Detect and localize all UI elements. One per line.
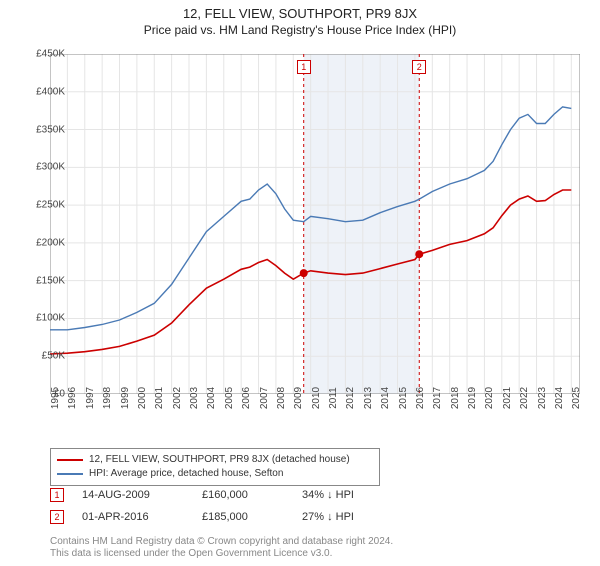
chart-subtitle: Price paid vs. HM Land Registry's House … [0, 23, 600, 37]
legend-label-property: 12, FELL VIEW, SOUTHPORT, PR9 8JX (detac… [89, 453, 350, 467]
x-tick-label: 2011 [328, 387, 339, 409]
x-tick-label: 2016 [415, 387, 426, 409]
legend-label-hpi: HPI: Average price, detached house, Seft… [89, 467, 283, 481]
x-tick-label: 2015 [398, 387, 409, 409]
legend-swatch-hpi [57, 473, 83, 475]
x-tick-label: 1997 [85, 387, 96, 409]
sale-marker-2: 2 [50, 510, 64, 524]
x-tick-label: 1998 [102, 387, 113, 409]
x-tick-label: 2007 [259, 387, 270, 409]
legend: 12, FELL VIEW, SOUTHPORT, PR9 8JX (detac… [50, 448, 380, 486]
chart-svg [50, 54, 580, 394]
x-tick-label: 2001 [154, 387, 165, 409]
legend-row-property: 12, FELL VIEW, SOUTHPORT, PR9 8JX (detac… [57, 453, 373, 467]
x-tick-label: 2002 [172, 387, 183, 409]
sale-delta-2: 27% ↓ HPI [302, 511, 354, 523]
sale-marker-1: 1 [50, 488, 64, 502]
y-tick-label: £450K [36, 49, 65, 60]
x-tick-label: 2017 [432, 387, 443, 409]
x-tick-label: 2004 [206, 387, 217, 409]
x-tick-label: 2024 [554, 387, 565, 409]
footnote-line-1: Contains HM Land Registry data © Crown c… [50, 536, 393, 548]
x-tick-label: 2013 [363, 387, 374, 409]
y-tick-label: £350K [36, 124, 65, 135]
y-tick-label: £50K [42, 351, 65, 362]
chart-container: 12, FELL VIEW, SOUTHPORT, PR9 8JX Price … [0, 6, 600, 566]
y-tick-label: £250K [36, 200, 65, 211]
x-tick-label: 2009 [293, 387, 304, 409]
x-tick-label: 2010 [311, 387, 322, 409]
x-tick-label: 2006 [241, 387, 252, 409]
x-tick-label: 2023 [537, 387, 548, 409]
x-tick-label: 2020 [484, 387, 495, 409]
sale-row-2: 2 01-APR-2016 £185,000 27% ↓ HPI [50, 510, 354, 524]
x-tick-label: 2022 [519, 387, 530, 409]
sale-price-2: £185,000 [202, 511, 302, 523]
sale-delta-1: 34% ↓ HPI [302, 489, 354, 501]
legend-row-hpi: HPI: Average price, detached house, Seft… [57, 467, 373, 481]
y-tick-label: £200K [36, 237, 65, 248]
x-tick-label: 2012 [345, 387, 356, 409]
x-tick-label: 2025 [571, 387, 582, 409]
x-tick-label: 2008 [276, 387, 287, 409]
y-tick-label: £300K [36, 162, 65, 173]
x-tick-label: 2005 [224, 387, 235, 409]
x-tick-label: 1999 [120, 387, 131, 409]
x-tick-label: 2021 [502, 387, 513, 409]
sale-row-1: 1 14-AUG-2009 £160,000 34% ↓ HPI [50, 488, 354, 502]
event-marker-2: 2 [412, 60, 426, 74]
x-tick-label: 2018 [450, 387, 461, 409]
chart-title: 12, FELL VIEW, SOUTHPORT, PR9 8JX [0, 6, 600, 21]
x-tick-label: 1995 [50, 387, 61, 409]
legend-swatch-property [57, 459, 83, 461]
y-tick-label: £150K [36, 275, 65, 286]
y-tick-label: £100K [36, 313, 65, 324]
x-tick-label: 1996 [67, 387, 78, 409]
chart-area: 12 [50, 54, 580, 394]
sale-date-2: 01-APR-2016 [82, 511, 202, 523]
x-tick-label: 2003 [189, 387, 200, 409]
x-tick-label: 2000 [137, 387, 148, 409]
x-tick-label: 2019 [467, 387, 478, 409]
sale-price-1: £160,000 [202, 489, 302, 501]
footnote-line-2: This data is licensed under the Open Gov… [50, 548, 393, 560]
x-tick-label: 2014 [380, 387, 391, 409]
sale-date-1: 14-AUG-2009 [82, 489, 202, 501]
event-marker-1: 1 [297, 60, 311, 74]
y-tick-label: £400K [36, 86, 65, 97]
footnote: Contains HM Land Registry data © Crown c… [50, 536, 393, 560]
